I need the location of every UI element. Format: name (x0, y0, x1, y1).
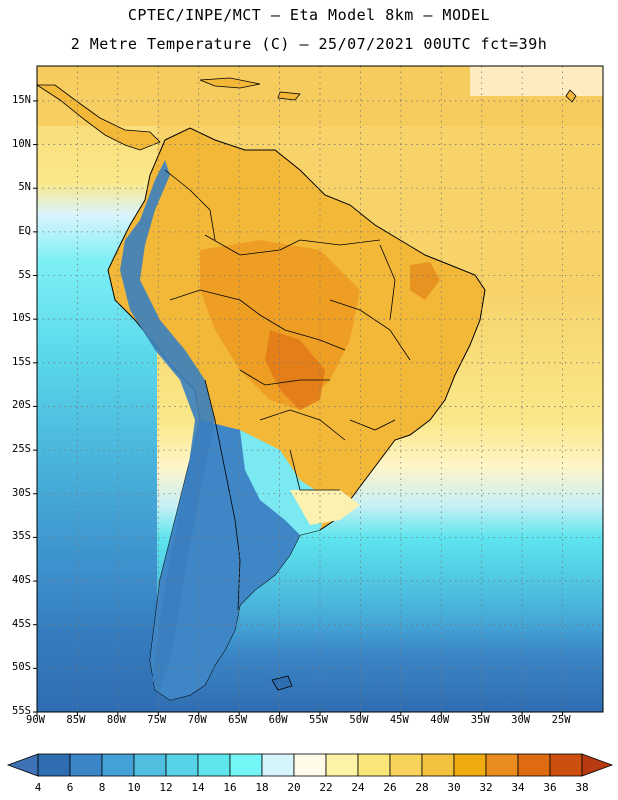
lat-label: 45S (12, 617, 31, 630)
colorbar-tick-label: 18 (255, 781, 269, 794)
colorbar-box (69, 753, 103, 777)
lat-label: 5N (18, 181, 31, 194)
colorbar-box (421, 753, 455, 777)
colorbar-tick-label: 28 (415, 781, 429, 794)
lat-label: 5S (18, 268, 31, 281)
lon-label: 30W (511, 714, 531, 726)
colorbar-box (357, 753, 391, 777)
ocean-pacific (37, 66, 157, 712)
colorbar-box (165, 753, 199, 777)
uruguay-band (290, 490, 360, 525)
map-gridlines (37, 66, 603, 712)
lon-label: 55W (309, 714, 328, 726)
colorbar-box (133, 753, 167, 777)
colorbar-tick-label: 34 (511, 781, 525, 794)
colorbar-tick-label: 38 (575, 781, 589, 794)
colorbar-box (389, 753, 423, 777)
lat-label: 40S (12, 574, 31, 587)
colorbar-box (261, 753, 295, 777)
colorbar-tick-label: 36 (543, 781, 557, 794)
colorbar-tick-label: 20 (287, 781, 301, 794)
lon-label: 80W (106, 714, 126, 726)
colorbar-tick-label: 24 (351, 781, 365, 794)
colorbar-tick-label: 32 (479, 781, 493, 794)
andes-cold (120, 160, 215, 690)
lon-label: 70W (187, 714, 207, 726)
colorbar-box (549, 753, 583, 777)
colorbar-box (517, 753, 551, 777)
colorbar-box (101, 753, 135, 777)
colorbar-tick-label: 22 (319, 781, 333, 794)
colorbar-tick-label: 6 (66, 781, 74, 794)
central-america (37, 84, 161, 151)
colorbar-tick-label: 26 (383, 781, 397, 794)
colorbar-tick-label: 12 (159, 781, 173, 794)
colorbar-box (197, 753, 231, 777)
lon-label: 35W (470, 714, 490, 726)
ne-hot (410, 262, 440, 300)
lat-label: 10S (12, 312, 31, 325)
lon-label: 85W (66, 714, 86, 726)
colorbar-tick-label: 4 (34, 781, 42, 794)
lon-label: 65W (228, 714, 248, 726)
lat-label: 15N (12, 93, 31, 106)
colorbar-tick-label: 8 (98, 781, 106, 794)
country-borders (164, 169, 411, 611)
lat-label: 25S (12, 443, 31, 456)
lat-label: 55S (12, 705, 31, 717)
lon-label: 25W (551, 714, 571, 726)
lat-label: 10N (12, 137, 31, 150)
lon-label: 50W (349, 714, 369, 726)
colorbar-max-arrow (581, 753, 614, 777)
colorbar-box (453, 753, 487, 777)
colorbar-box (293, 753, 327, 777)
colorbar-min-arrow (6, 753, 39, 777)
caribbean-islands (199, 77, 577, 103)
interior-hottest (265, 330, 325, 410)
colorbar-box (229, 753, 263, 777)
lon-label: 45W (389, 714, 409, 726)
lat-label: EQ (18, 224, 31, 237)
falkland-islands (271, 675, 293, 691)
lon-label: 75W (147, 714, 167, 726)
map-subtitle: 2 Metre Temperature (C) – 25/07/2021 00U… (70, 35, 548, 53)
colorbar-tick-label: 14 (191, 781, 205, 794)
colorbar-tick-label: 30 (447, 781, 461, 794)
lon-label: 60W (268, 714, 288, 726)
lon-label: 40W (430, 714, 450, 726)
colorbar-tick-label: 16 (223, 781, 237, 794)
lat-label: 15S (12, 355, 31, 368)
map-ticks (33, 100, 564, 716)
lat-label: 20S (12, 399, 31, 412)
colorbar-box (325, 753, 359, 777)
colorbar-box (485, 753, 519, 777)
colorbar-box (37, 753, 71, 777)
ne-warm-band (470, 66, 603, 96)
lon-label: 90W (26, 714, 45, 726)
lat-label: 35S (12, 530, 31, 543)
lat-label: 30S (12, 486, 31, 499)
lat-label: 50S (12, 661, 31, 674)
colorbar-tick-label: 10 (127, 781, 141, 794)
map-title: CPTEC/INPE/MCT – Eta Model 8km – MODEL (127, 6, 491, 24)
